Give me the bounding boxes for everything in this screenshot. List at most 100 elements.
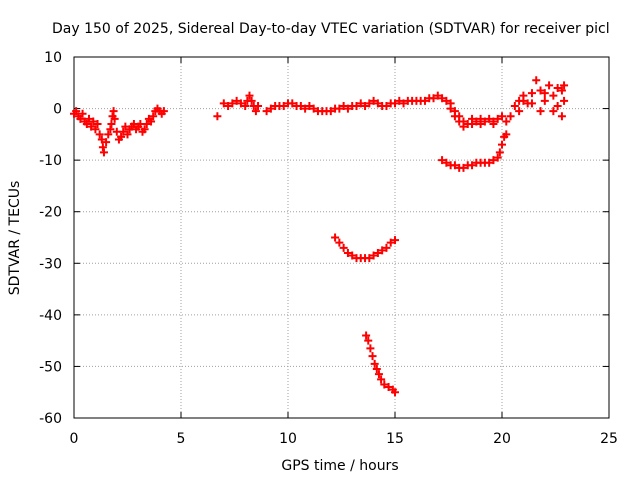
data-point <box>399 99 408 108</box>
data-point <box>99 148 108 157</box>
data-point <box>362 331 371 340</box>
data-point <box>553 101 562 110</box>
data-point <box>450 161 459 170</box>
data-series <box>70 76 569 397</box>
data-point <box>560 96 569 105</box>
data-point <box>391 99 399 108</box>
y-tick-label: -50 <box>39 359 62 375</box>
y-axis-label: SDTVAR / TECUs <box>7 181 23 296</box>
data-point <box>498 140 506 149</box>
data-point <box>545 81 554 90</box>
data-point <box>352 101 361 110</box>
data-point <box>245 91 254 100</box>
x-tick-label: 20 <box>493 431 511 447</box>
data-point <box>123 130 132 139</box>
data-point <box>110 114 119 123</box>
data-point <box>106 125 115 134</box>
data-point <box>502 130 511 139</box>
data-point <box>288 99 297 108</box>
data-point <box>369 96 378 105</box>
data-point <box>365 254 374 263</box>
data-point <box>489 120 498 129</box>
x-axis-label: GPS time / hours <box>281 458 398 474</box>
data-point <box>236 99 245 108</box>
y-tick-label: 0 <box>53 102 62 118</box>
data-point <box>356 99 365 108</box>
x-tick-label: 15 <box>386 431 404 447</box>
data-point <box>391 388 399 397</box>
data-point <box>489 156 498 165</box>
data-point <box>219 99 228 108</box>
data-point <box>560 81 569 90</box>
data-point <box>91 125 100 134</box>
data-point <box>532 76 541 85</box>
data-point <box>224 101 233 110</box>
data-point <box>104 130 113 139</box>
data-point <box>380 380 389 389</box>
data-point <box>301 104 310 113</box>
data-point <box>438 94 447 103</box>
x-tick-label: 0 <box>70 431 79 447</box>
y-tick-label: -10 <box>39 153 62 169</box>
data-point <box>339 243 348 252</box>
data-point <box>429 94 438 103</box>
data-point <box>373 99 382 108</box>
y-tick-label: -60 <box>39 411 62 427</box>
data-point <box>557 86 566 95</box>
data-point <box>213 112 222 121</box>
data-point <box>446 99 455 108</box>
data-point <box>382 243 391 252</box>
data-point <box>339 101 348 110</box>
data-point <box>527 89 536 98</box>
data-point <box>442 158 451 167</box>
data-point <box>97 135 106 144</box>
data-point <box>335 238 344 247</box>
data-point <box>472 117 481 126</box>
data-point <box>374 370 383 379</box>
data-point <box>366 344 375 353</box>
data-point <box>377 375 386 384</box>
data-point <box>519 96 528 105</box>
data-point <box>262 107 271 116</box>
data-point <box>442 96 451 105</box>
data-point <box>549 107 558 116</box>
y-tick-label: 10 <box>44 50 62 66</box>
data-point <box>98 143 107 152</box>
plot-frame <box>73 56 610 419</box>
data-point <box>506 112 515 121</box>
data-point <box>372 365 381 374</box>
data-point <box>369 251 378 260</box>
data-point <box>109 107 118 116</box>
data-point <box>485 114 494 123</box>
data-point <box>140 125 149 134</box>
data-point <box>540 96 549 105</box>
y-tick-label: -20 <box>39 205 62 221</box>
data-point <box>93 120 102 129</box>
data-point <box>378 246 387 255</box>
data-point <box>82 120 91 129</box>
chart-title: Day 150 of 2025, Sidereal Day-to-day VTE… <box>52 21 610 37</box>
data-point <box>102 138 111 147</box>
data-point <box>343 104 352 113</box>
data-point <box>386 238 395 247</box>
data-point <box>84 114 93 123</box>
x-tick-label: 5 <box>177 431 186 447</box>
data-point <box>279 101 288 110</box>
data-point <box>370 359 379 368</box>
data-point <box>510 101 519 110</box>
data-point <box>89 117 98 126</box>
y-tick-label: -30 <box>39 256 62 272</box>
data-point <box>493 114 502 123</box>
data-point <box>309 104 318 113</box>
data-point <box>331 233 340 242</box>
y-tick-label: -40 <box>39 308 62 324</box>
data-point <box>485 158 494 167</box>
data-point <box>384 383 393 392</box>
data-point <box>557 112 566 121</box>
data-point <box>228 99 237 108</box>
data-point <box>391 236 399 245</box>
data-point <box>296 101 305 110</box>
data-point <box>241 101 250 110</box>
data-point <box>527 99 536 108</box>
data-point <box>515 107 524 116</box>
